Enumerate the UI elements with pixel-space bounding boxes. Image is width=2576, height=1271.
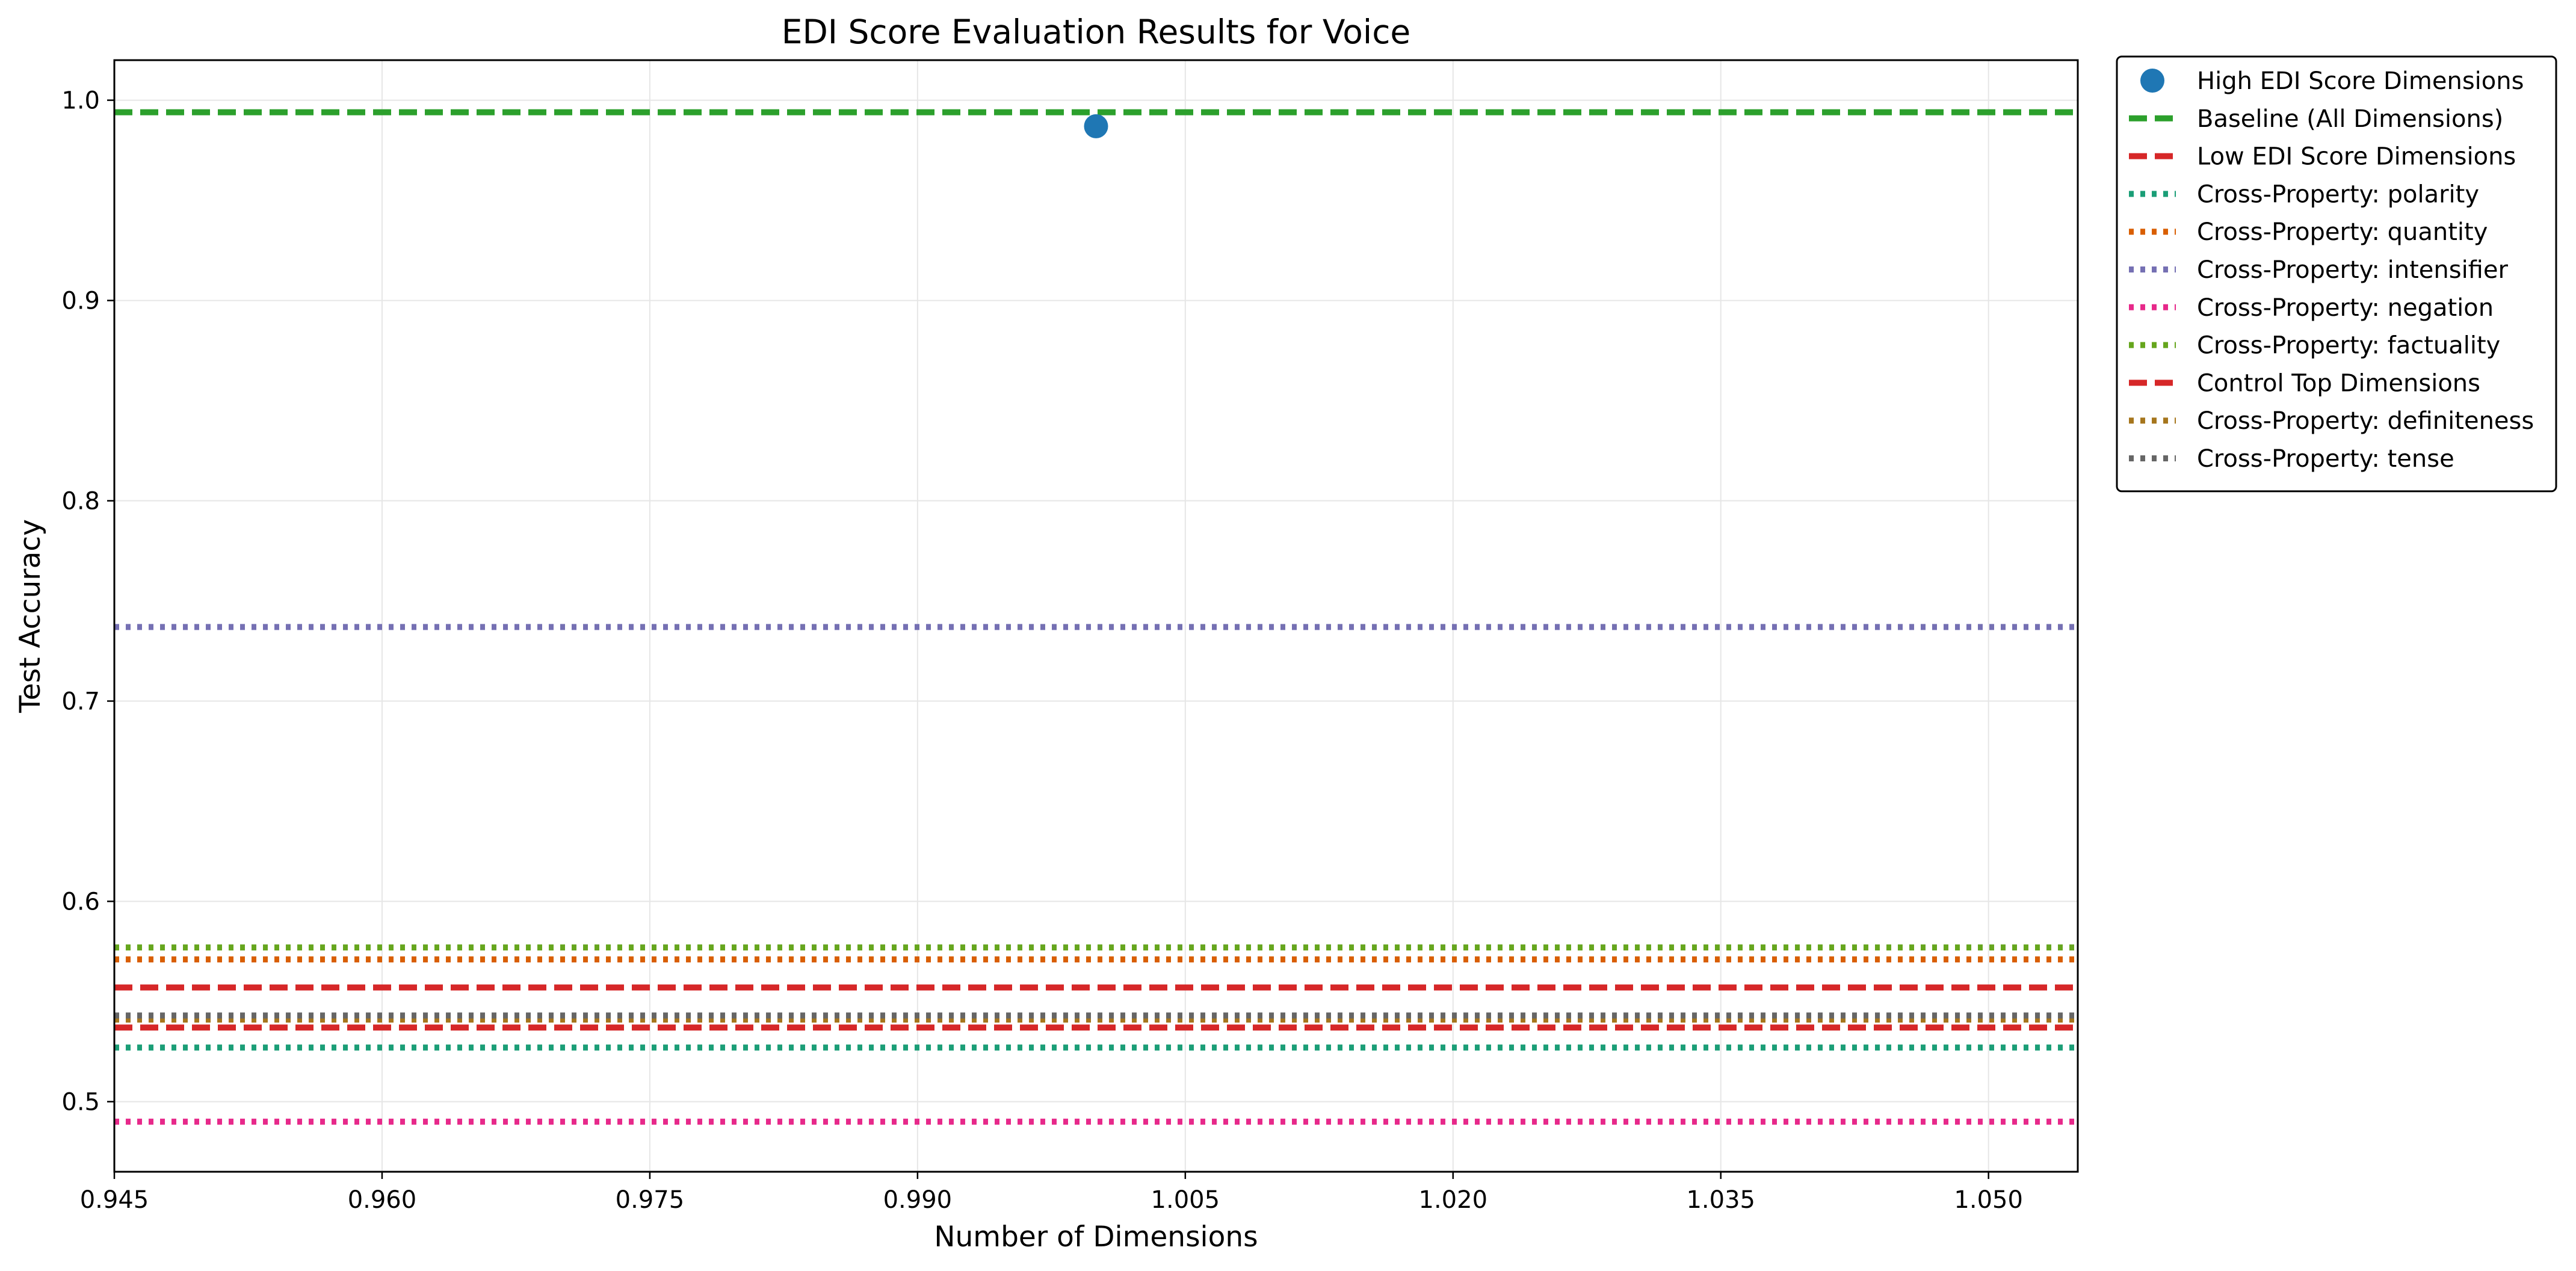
legend-label: Cross-Property: tense — [2197, 445, 2454, 473]
x-tick-label: 0.990 — [883, 1186, 953, 1214]
legend-swatch-high-edi-score-dimensions — [2140, 69, 2164, 93]
x-tick-label: 0.960 — [348, 1186, 417, 1214]
y-tick-label: 0.8 — [61, 488, 100, 515]
plot-points — [1084, 114, 1108, 138]
ticks: 0.945 0.960 0.975 0.990 1.005 1.020 1.035 1.050… — [61, 87, 2023, 1214]
y-tick-label: 0.9 — [61, 288, 100, 315]
x-tick-label: 0.945 — [80, 1186, 149, 1214]
data-point-high-edi-score-dimensions — [1084, 114, 1108, 138]
x-tick-label: 1.035 — [1686, 1186, 1755, 1214]
legend-label: Cross-Property: definiteness — [2197, 407, 2534, 435]
legend-label: Control Top Dimensions — [2197, 369, 2480, 397]
y-tick-label: 0.6 — [61, 888, 100, 916]
y-tick-label: 1.0 — [61, 87, 100, 115]
legend-label: Cross-Property: quantity — [2197, 218, 2488, 246]
plot-lines — [114, 109, 2078, 1125]
grid — [114, 60, 2078, 1172]
x-tick-label: 1.050 — [1954, 1186, 2023, 1214]
legend-label: Cross-Property: negation — [2197, 294, 2494, 322]
y-tick-label: 0.7 — [61, 688, 100, 716]
y-tick-label: 0.5 — [61, 1088, 100, 1116]
legend-box — [2116, 55, 2557, 493]
legend: High EDI Score Dimensions Baseline (All D… — [2116, 55, 2557, 493]
legend-label: Cross-Property: intensifier — [2197, 256, 2508, 284]
x-tick-label: 1.020 — [1419, 1186, 1488, 1214]
x-tick-label: 0.975 — [616, 1186, 685, 1214]
x-axis-label: Number of Dimensions — [934, 1220, 1258, 1254]
legend-label: Low EDI Score Dimensions — [2197, 143, 2516, 171]
chart-title: EDI Score Evaluation Results for Voice — [782, 13, 1411, 51]
legend-label: Baseline (All Dimensions) — [2197, 105, 2503, 133]
x-tick-label: 1.005 — [1151, 1186, 1220, 1214]
legend-label: Cross-Property: factuality — [2197, 332, 2500, 360]
y-axis-label: Test Accuracy — [14, 519, 47, 713]
legend-label: High EDI Score Dimensions — [2197, 67, 2524, 95]
legend-label: Cross-Property: polarity — [2197, 180, 2479, 208]
axes-frame — [113, 59, 2079, 1173]
